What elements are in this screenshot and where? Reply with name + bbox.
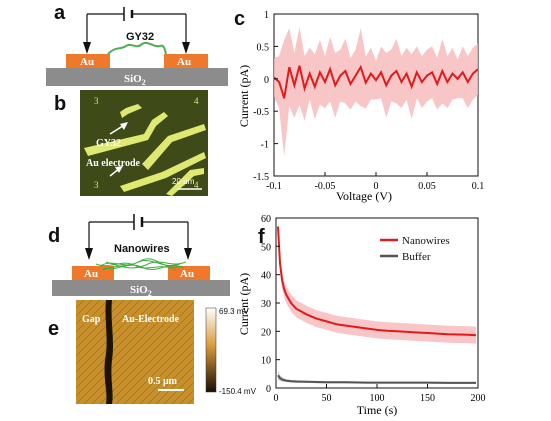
x-tick-label: 0 (374, 181, 379, 192)
afm-image: Gap Au-Electrode 0.5 μm 69.3 mV -150.4 m… (76, 300, 257, 404)
data-line-series-1 (277, 374, 476, 384)
y-ticks: 1 0.5 0 -0.5 -1 -1.5 (253, 10, 278, 183)
electrode-stripe (120, 104, 142, 118)
scale-bar-label: 20 μm (172, 177, 195, 186)
x-tick-label: 0.1 (472, 181, 485, 192)
y-tick-label: -0.5 (253, 107, 269, 118)
x-tick-label: -0.1 (266, 181, 282, 192)
probe-tip-right (182, 42, 190, 54)
label-gap: Gap (82, 314, 101, 325)
label-electrode: Au-Electrode (122, 314, 180, 325)
substrate-label: SiO2 (124, 73, 146, 87)
error-band-series-0 (274, 27, 478, 157)
device-schematic-a: GY32 Au Au SiO2 (46, 7, 228, 87)
panel-c-letter: c (234, 8, 246, 30)
colorbar (205, 307, 217, 393)
x-tick-label: 150 (420, 393, 435, 404)
x-tick-label: 50 (322, 393, 332, 404)
x-tick-label: 100 (370, 393, 385, 404)
y-tick-label: 0 (266, 384, 271, 395)
y-tick-label: 0 (264, 75, 269, 86)
substrate-label: SiO2 (130, 284, 152, 298)
arrow-head (120, 122, 128, 130)
panel-e-letter: e (48, 318, 60, 340)
electrode-right (168, 266, 210, 280)
y-tick-label: 40 (261, 271, 271, 282)
corner-mark: 3 (94, 180, 99, 190)
substrate (46, 68, 228, 86)
corner-mark: 3 (94, 96, 99, 106)
arrow-head (115, 166, 123, 173)
x-ticks: -0.1 -0.05 0 0.05 0.1 (266, 172, 484, 192)
panel-b-letter: b (54, 93, 67, 115)
error-band-series-0 (278, 218, 476, 344)
x-tick-label: -0.05 (315, 181, 336, 192)
x-axis-label: Time (s) (357, 403, 398, 417)
probe-tip-right (184, 248, 192, 260)
electrode-left (66, 54, 110, 68)
corner-mark: 4 (194, 180, 199, 190)
y-tick-label: 30 (261, 299, 271, 310)
optical-micrograph: GY32 Au electrode 3 4 3 4 20 μm (80, 90, 208, 196)
afm-gap (104, 300, 113, 404)
y-tick-label: -1 (261, 140, 269, 151)
corner-mark: 4 (194, 96, 199, 106)
panel-f-letter: f (258, 226, 265, 248)
colorbar-max: 69.3 mV (219, 307, 249, 316)
data-line-series-0 (277, 226, 477, 337)
x-ticks: 0 50 100 150 200 (274, 384, 486, 404)
label-molecule: GY32 (96, 138, 121, 149)
nanowire-network (95, 258, 187, 271)
y-tick-label: 60 (261, 214, 271, 225)
x-axis-label: Voltage (V) (336, 189, 392, 203)
label-electrode: Au electrode (86, 158, 141, 169)
electrode-stripe (120, 152, 206, 192)
device-schematic-d: Nanowires Au Au SiO2 (52, 214, 230, 298)
data-line-series-0 (273, 64, 479, 99)
y-axis-label: Current (pA) (237, 273, 251, 335)
probe-tip-left (83, 42, 91, 54)
x-tick-label: 200 (471, 393, 486, 404)
y-tick-label: 1 (264, 10, 269, 21)
x-tick-label: 0 (274, 393, 279, 404)
electrode-label-left: Au (80, 56, 94, 68)
electrode-label-right: Au (180, 268, 194, 280)
electrode-stripe (84, 112, 168, 156)
probe-tip-left (85, 248, 93, 260)
afm-surface (76, 300, 194, 404)
legend-label-nanowires: Nanowires (402, 235, 450, 247)
electrode-right (164, 54, 208, 68)
scale-bar-label: 0.5 μm (148, 376, 178, 387)
y-tick-label: 10 (261, 356, 271, 367)
legend: Nanowires Buffer (380, 235, 450, 263)
y-tick-label: 50 (261, 242, 271, 253)
y-axis-label: Current (pA) (237, 65, 251, 127)
data-line (273, 64, 479, 99)
y-ticks: 60 50 40 30 20 10 0 (261, 214, 280, 395)
legend-label-buffer: Buffer (402, 251, 431, 263)
data-lines (277, 226, 477, 384)
chart-c: 1 0.5 0 -0.5 -1 -1.5 -0.1 -0.05 0 0.05 0.1 Voltag… (237, 10, 484, 203)
electrode-label-right: Au (177, 56, 191, 68)
panel-d-letter: d (48, 225, 61, 247)
error-band (274, 27, 478, 157)
y-tick-label: 20 (261, 327, 271, 338)
x-tick-label: 0.05 (418, 181, 436, 192)
substrate (52, 280, 230, 296)
y-tick-label: -1.5 (253, 172, 269, 183)
molecule-label: GY32 (126, 31, 154, 43)
panel-a-letter: a (54, 2, 66, 24)
colorbar-min: -150.4 mV (219, 387, 257, 396)
electrode-label-left: Au (84, 268, 98, 280)
y-tick-label: 0.5 (257, 42, 270, 53)
electrode-stripe (166, 168, 204, 196)
molecule-label: Nanowires (114, 243, 170, 255)
molecule-wire (107, 41, 167, 55)
electrode-stripe (142, 124, 206, 170)
